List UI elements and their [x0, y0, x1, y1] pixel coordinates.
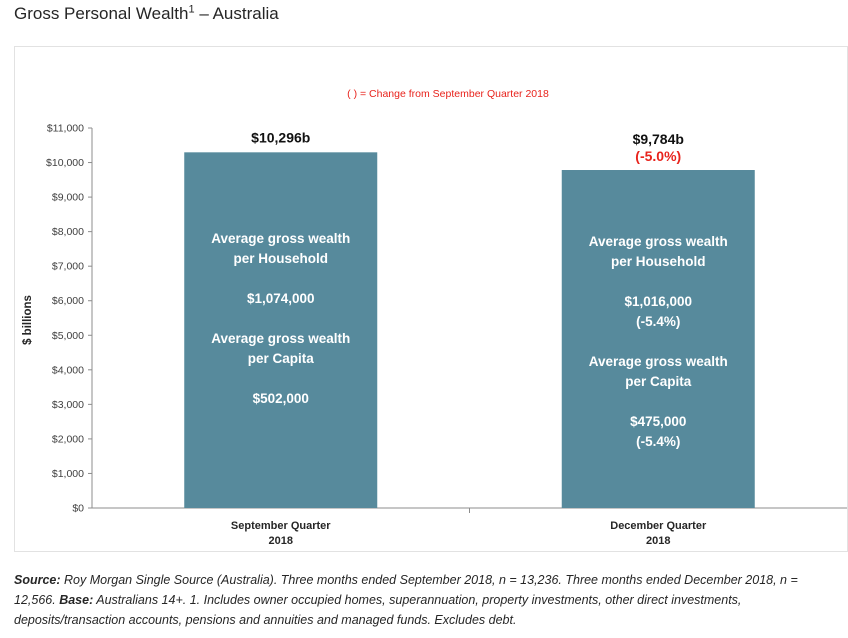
y-tick-label: $11,000	[47, 123, 84, 135]
x-tick-label: 2018	[646, 535, 670, 547]
bar-inner-label: Average gross wealth	[211, 331, 350, 346]
bar-inner-label: $1,074,000	[247, 291, 315, 306]
bar-inner-label: per Capita	[248, 351, 315, 366]
page-title-text: Gross Personal Wealth	[14, 4, 189, 23]
bar-inner-label: per Capita	[625, 374, 692, 389]
y-tick-label: $0	[72, 503, 84, 515]
y-tick-label: $5,000	[52, 330, 84, 342]
bar-change-label: (-5.0%)	[635, 148, 681, 164]
chart-note: ( ) = Change from September Quarter 2018	[347, 88, 549, 100]
bar-inner-label: (-5.4%)	[636, 314, 680, 329]
y-tick-label: $10,000	[46, 157, 84, 169]
page-title-footnote-marker: 1	[188, 3, 195, 16]
y-tick-label: $6,000	[52, 295, 84, 307]
footnote-base-text: Australians 14+. 1. Includes owner occup…	[14, 593, 742, 627]
footnote-base-label: Base:	[59, 593, 94, 607]
bar-inner-label: Average gross wealth	[589, 234, 728, 249]
bar-inner-label: per Household	[611, 254, 706, 269]
bar-inner-label: (-5.4%)	[636, 434, 680, 449]
bar-chart: ( ) = Change from September Quarter 2018…	[22, 88, 847, 547]
y-tick-label: $8,000	[52, 226, 84, 238]
chart-frame: ( ) = Change from September Quarter 2018…	[14, 46, 848, 552]
y-tick-label: $2,000	[52, 433, 84, 445]
x-tick-label: 2018	[269, 535, 293, 547]
y-tick-label: $7,000	[52, 261, 84, 273]
bar-inner-label: Average gross wealth	[589, 354, 728, 369]
y-tick-label: $9,000	[52, 192, 84, 204]
bar-value-label: $10,296b	[251, 129, 310, 145]
page-title: Gross Personal Wealth1 – Australia	[14, 4, 279, 24]
bar-inner-label: $502,000	[253, 391, 309, 406]
bar-value-label: $9,784b	[633, 131, 684, 147]
footnote-source-text: Roy Morgan Single Source (Australia). Th…	[14, 573, 798, 607]
bar-inner-label: $1,016,000	[624, 294, 692, 309]
y-tick-label: $3,000	[52, 399, 84, 411]
page-title-suffix: – Australia	[194, 4, 279, 23]
y-axis-label: $ billions	[22, 295, 34, 345]
bar-inner-label: Average gross wealth	[211, 231, 350, 246]
bar	[561, 170, 755, 508]
y-tick-label: $4,000	[52, 364, 84, 376]
x-tick-label: September Quarter	[231, 520, 331, 532]
bar-inner-label: per Household	[233, 251, 328, 266]
y-tick-label: $1,000	[52, 468, 84, 480]
x-tick-label: December Quarter	[610, 520, 707, 532]
bar-inner-label: $475,000	[630, 414, 686, 429]
bar	[184, 152, 378, 508]
footnote-source-label: Source:	[14, 573, 61, 587]
footnote: Source: Roy Morgan Single Source (Austra…	[14, 570, 842, 630]
